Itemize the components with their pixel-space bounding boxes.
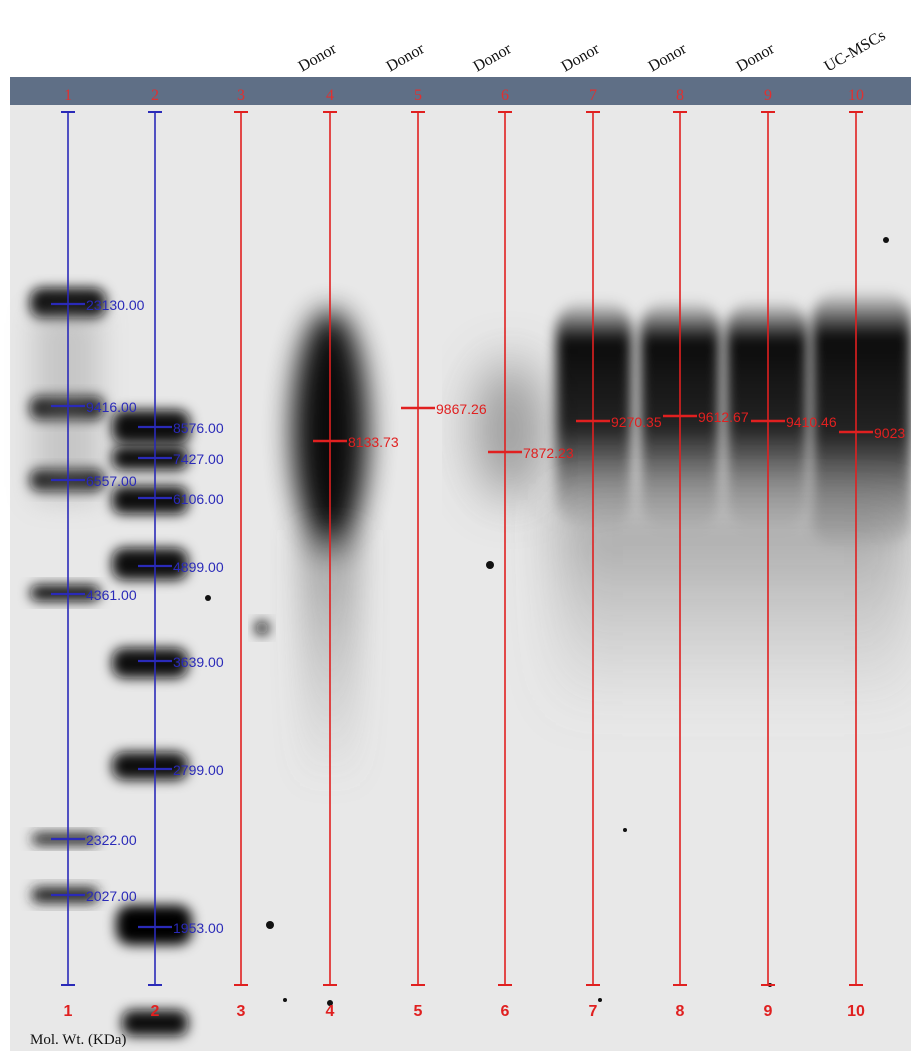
bottom-lane-numbers: 1 2 3 4 5 6 7 8 9 10 [64, 1003, 865, 1020]
ladder-size-label: 4361.00 [86, 587, 137, 603]
ladder-band [112, 548, 188, 580]
ladder-size-label: 9416.00 [86, 399, 137, 415]
sample-size-label: 7872.23 [523, 445, 574, 461]
lane-number-top: 7 [589, 87, 597, 104]
ladder-lane-1-bands [30, 288, 106, 903]
smear-tails [556, 500, 911, 720]
sample-size-label: 9023 [874, 425, 905, 441]
lane-number-top: 2 [151, 87, 159, 104]
ladder-size-label: 1953.00 [173, 920, 224, 936]
ladder-band [112, 648, 188, 678]
sample-label: Donor [734, 40, 778, 75]
sample-label: Donor [384, 40, 428, 75]
lane-annotations: 23130.00 9416.00 6557.00 4361.00 2322.00 2027… [51, 111, 905, 986]
sample-smears [292, 290, 911, 790]
ladder-band [112, 486, 188, 514]
sample-size-label: 8133.73 [348, 434, 399, 450]
lane-number-top: 8 [676, 87, 684, 104]
sample-size-label: 9270.35 [611, 414, 662, 430]
sample-size-label: 9410.46 [786, 414, 837, 430]
lane-number-top: 10 [848, 87, 864, 104]
sample-label: Donor [646, 40, 690, 75]
smear-lane-6 [476, 360, 544, 500]
ladder-size-label: 8576.00 [173, 420, 224, 436]
sample-label: Donor [296, 40, 340, 75]
lane-number-bottom: 6 [501, 1003, 510, 1020]
top-lane-numbers: 1 2 3 4 5 6 7 8 9 10 [64, 87, 864, 104]
lane-number-bottom: 9 [764, 1003, 773, 1020]
sample-size-label: 9867.26 [436, 401, 487, 417]
gel-specks [205, 237, 889, 1006]
ladder-size-label: 7427.00 [173, 451, 224, 467]
lane-number-bottom: 1 [64, 1003, 73, 1020]
ladder-size-label: 23130.00 [86, 297, 145, 313]
ladder-band [122, 1010, 188, 1036]
lane-number-bottom: 4 [326, 1003, 335, 1020]
lane-number-top: 6 [501, 87, 509, 104]
mol-wt-axis-label: Mol. Wt. (KDa) [30, 1032, 126, 1048]
lane-number-bottom: 10 [847, 1003, 865, 1020]
lane-number-top: 9 [764, 87, 772, 104]
ladder-size-label: 4899.00 [173, 559, 224, 575]
smear-lane-10 [812, 290, 911, 550]
ladder-lane-2-bands [112, 410, 192, 1036]
lane-number-bottom: 5 [414, 1003, 423, 1020]
lane-number-bottom: 7 [589, 1003, 598, 1020]
sample-label: UC-MSCs [822, 27, 889, 76]
lane-number-top: 3 [237, 87, 245, 104]
sample-size-label: 9612.67 [698, 409, 749, 425]
ladder-size-label: 6106.00 [173, 491, 224, 507]
smear-lane-9 [726, 300, 808, 530]
lane-number-top: 4 [326, 87, 334, 104]
lane-number-bottom: 8 [676, 1003, 685, 1020]
lane-number-bottom: 2 [151, 1003, 160, 1020]
ladder-size-label: 2027.00 [86, 888, 137, 904]
lane-number-top: 5 [414, 87, 422, 104]
lane-number-bottom: 3 [237, 1003, 246, 1020]
header-bar [10, 77, 911, 105]
ladder-size-label: 2799.00 [173, 762, 224, 778]
sample-label: Donor [559, 40, 603, 75]
ladder-size-label: 2322.00 [86, 832, 137, 848]
ladder-size-label: 3639.00 [173, 654, 224, 670]
ladder-size-label: 6557.00 [86, 473, 137, 489]
smear-lane-7 [556, 300, 632, 530]
ladder-band [112, 752, 188, 780]
sample-labels: Donor Donor Donor Donor Donor Donor UC-MSCs [296, 27, 889, 76]
sample-label: Donor [471, 40, 515, 75]
ladder-band [116, 905, 192, 945]
lane-number-top: 1 [64, 87, 72, 104]
